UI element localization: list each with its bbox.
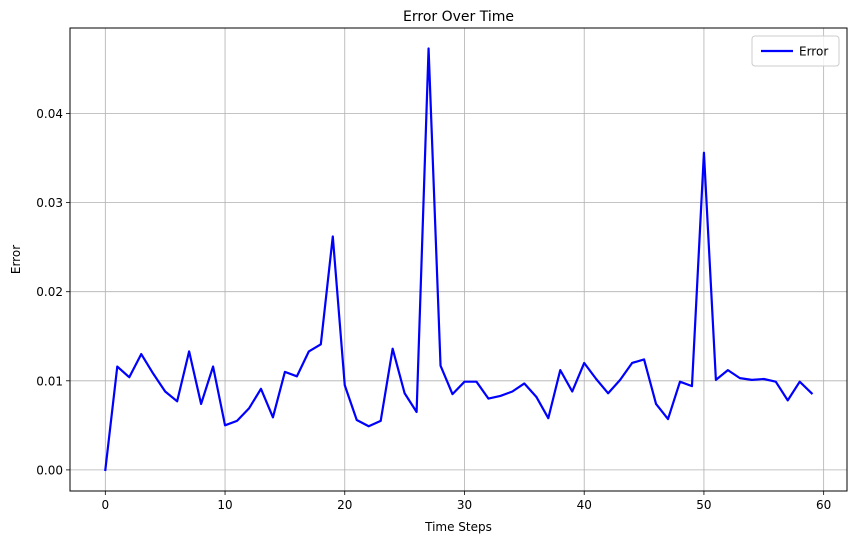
series-layer [104,47,814,472]
y-tick-label: 0.03 [36,196,63,210]
y-axis-label: Error [9,245,23,274]
x-tick-label: 30 [457,498,472,512]
y-tick-label: 0.04 [36,107,63,121]
y-tick-label: 0.01 [36,374,63,388]
x-tick-label: 10 [217,498,232,512]
plot-frame [69,27,848,492]
x-axis-label: Time Steps [424,520,492,534]
x-tick-label: 40 [577,498,592,512]
legend-box [751,35,840,67]
x-tick-label: 20 [337,498,352,512]
x-tick-label: 50 [696,498,711,512]
grid [70,28,847,491]
y-tick-label: 0.00 [36,463,63,477]
y-tick-label: 0.02 [36,285,63,299]
chart-title: Error Over Time [403,9,514,25]
x-tick-label: 0 [101,498,109,512]
series-line-error [104,47,814,472]
x-tick-label: 60 [816,498,831,512]
x-axis: 0 10 20 30 40 50 60 [101,491,831,512]
legend-label-error: Error [799,45,828,59]
y-axis: 0.00 0.01 0.02 0.03 0.04 [36,107,70,477]
legend: Error [751,35,840,67]
